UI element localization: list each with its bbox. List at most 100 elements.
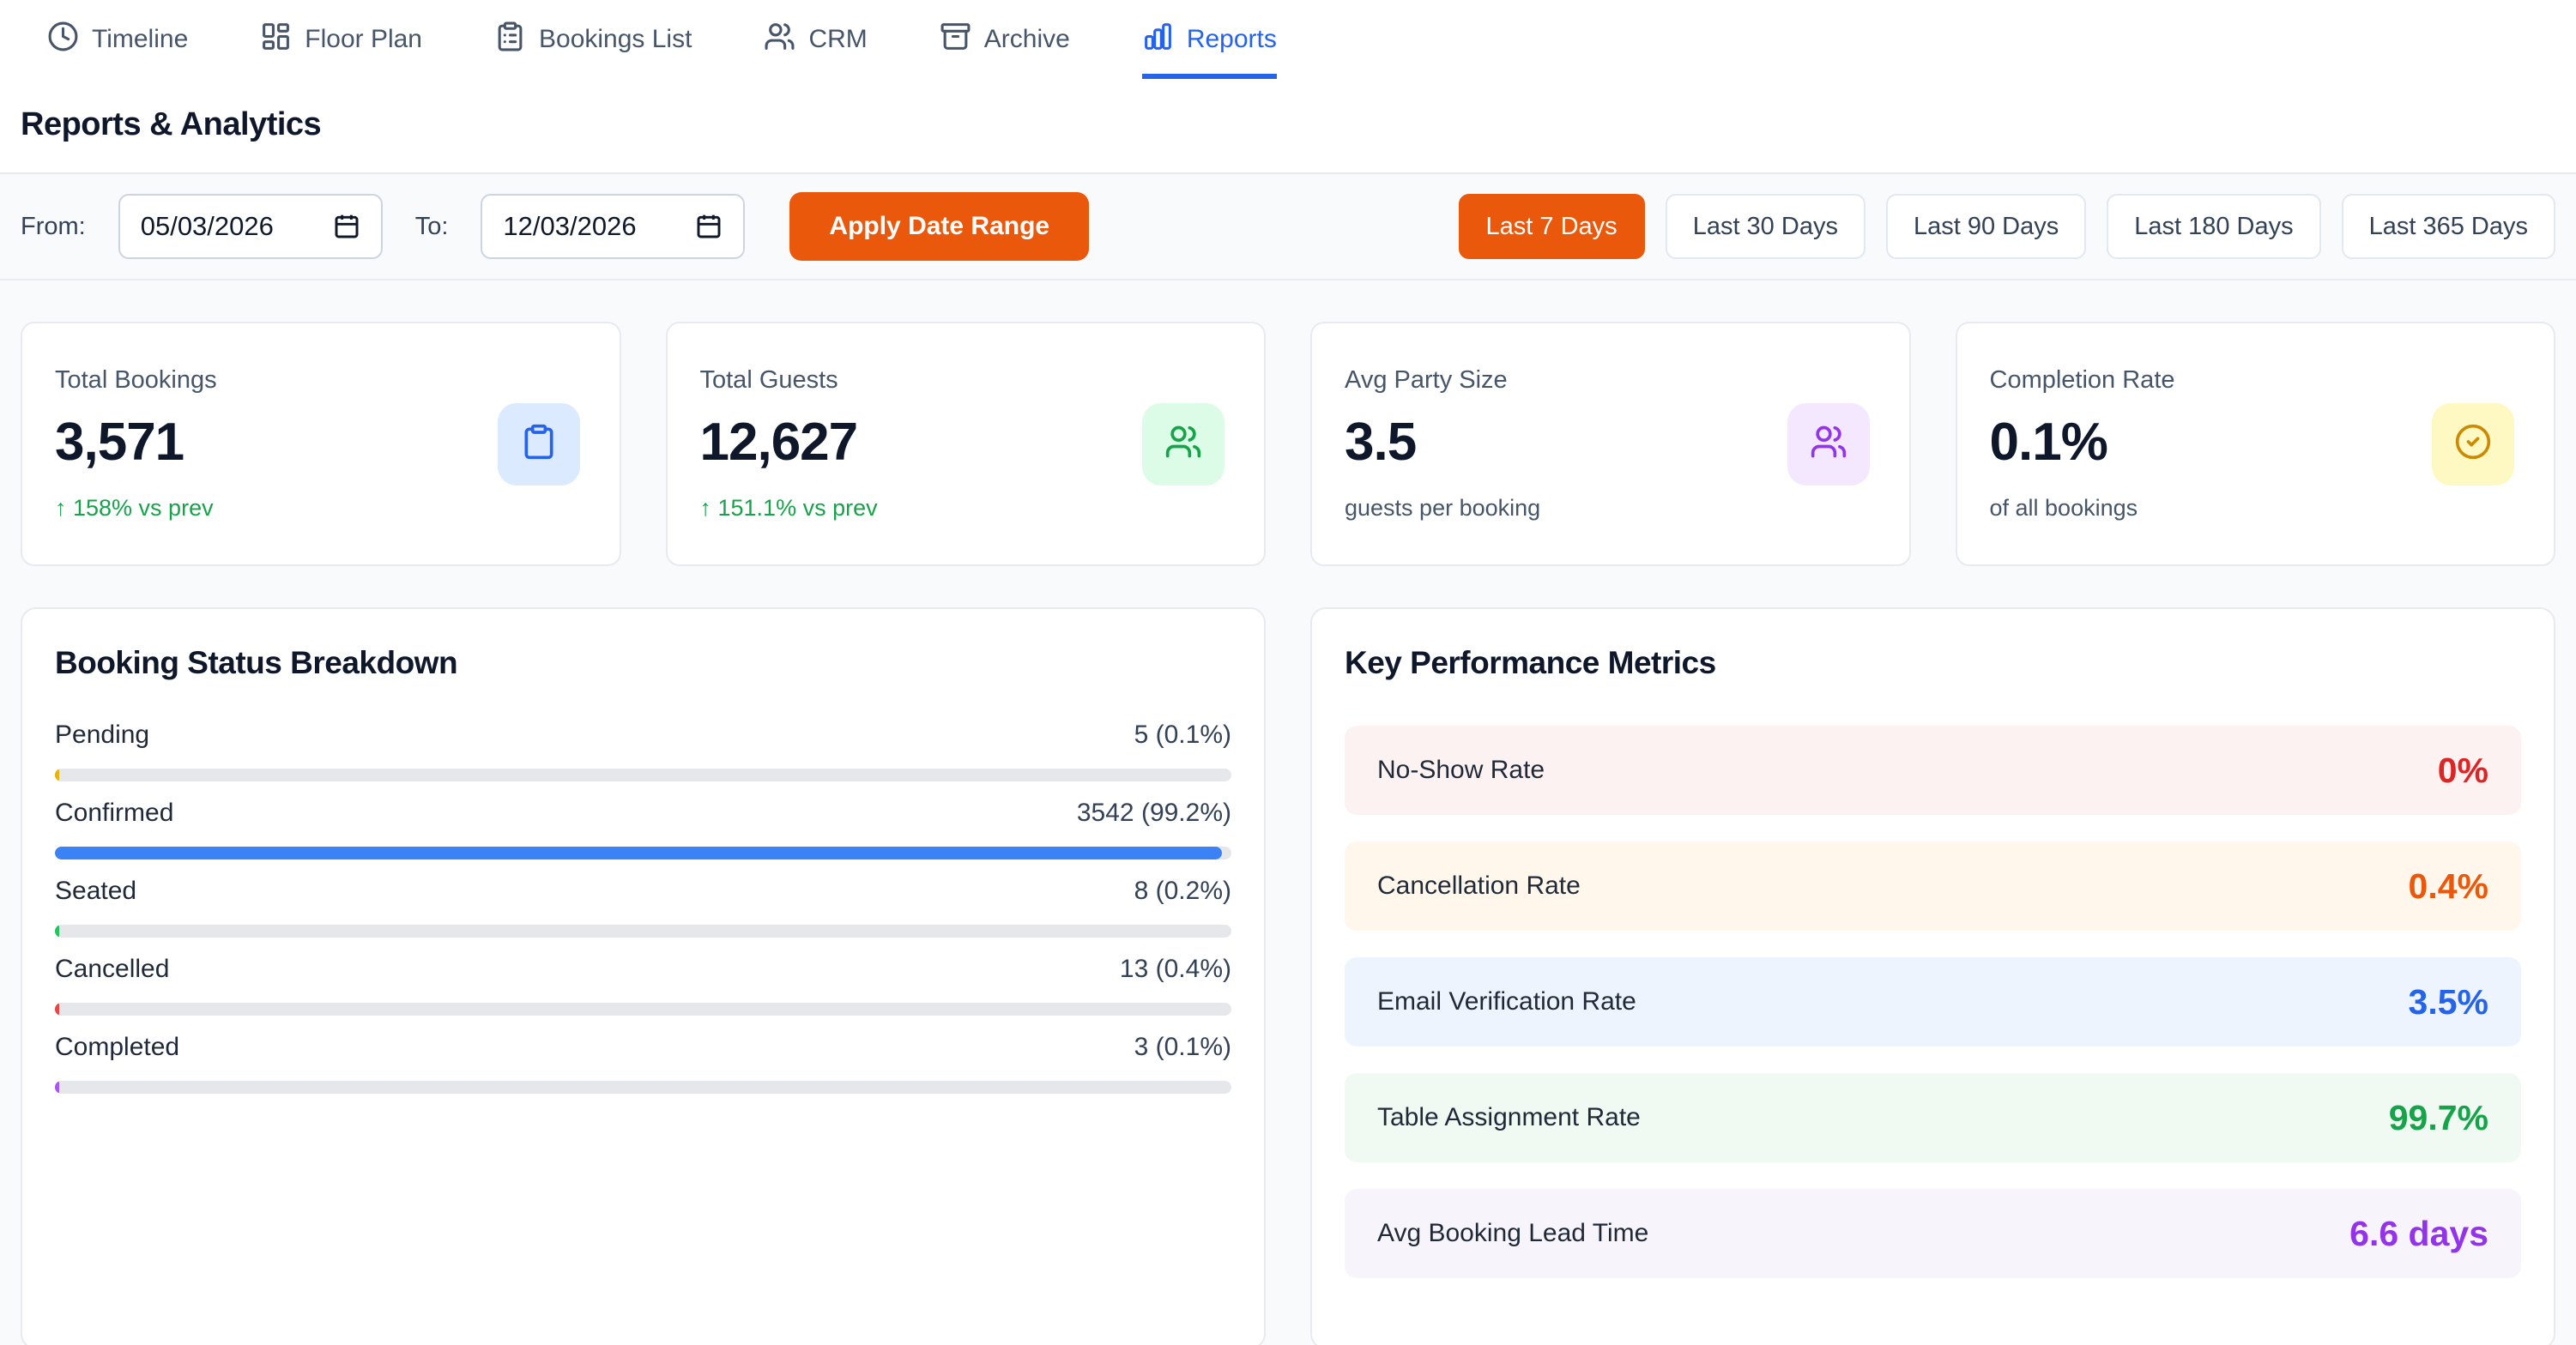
kpi-row-email-verification-rate: Email Verification Rate 3.5%	[1345, 957, 2521, 1046]
status-label: Completed	[55, 1033, 180, 1061]
status-row-seated: Seated 8 (0.2%)	[55, 877, 1231, 938]
stat-title: Total Guests	[699, 366, 838, 394]
status-bar-fill	[55, 1003, 60, 1016]
status-value: 3542 (99.2%)	[1076, 799, 1231, 827]
kpi-value: 3.5%	[2408, 981, 2488, 1022]
status-value: 3 (0.1%)	[1134, 1033, 1231, 1061]
to-label: To:	[414, 212, 449, 240]
range-button-last-30-days[interactable]: Last 30 Days	[1665, 194, 1865, 259]
stat-subtitle: of all bookings	[1989, 495, 2138, 521]
status-value: 8 (0.2%)	[1134, 877, 1231, 905]
tab-timeline[interactable]: Timeline	[47, 0, 188, 79]
stat-title: Avg Party Size	[1345, 366, 1508, 394]
clock-icon	[47, 21, 79, 59]
stat-icon-badge	[497, 402, 580, 486]
kpi-row-avg-booking-lead-time: Avg Booking Lead Time 6.6 days	[1345, 1189, 2521, 1278]
tab-floor-plan[interactable]: Floor Plan	[260, 0, 422, 79]
stat-value: 0.1%	[1989, 413, 2108, 472]
to-date-field[interactable]	[481, 194, 746, 259]
status-value: 5 (0.1%)	[1134, 721, 1231, 749]
status-row-cancelled: Cancelled 13 (0.4%)	[55, 955, 1231, 1016]
status-label: Confirmed	[55, 799, 174, 827]
tab-label: Floor Plan	[305, 25, 422, 53]
kpi-label: Avg Booking Lead Time	[1377, 1219, 1649, 1247]
to-date-input[interactable]	[503, 211, 679, 242]
range-button-last-365-days[interactable]: Last 365 Days	[2341, 194, 2555, 259]
tab-crm[interactable]: CRM	[764, 0, 868, 79]
crm-icon	[764, 21, 795, 59]
kpi-rows: No-Show Rate 0% Cancellation Rate 0.4% E…	[1345, 726, 2521, 1278]
stat-card-completion-rate: Completion Rate 0.1% of all bookings	[1955, 322, 2555, 566]
kpi-row-cancellation-rate: Cancellation Rate 0.4%	[1345, 841, 2521, 931]
range-button-last-7-days[interactable]: Last 7 Days	[1458, 194, 1645, 259]
status-row-confirmed: Confirmed 3542 (99.2%)	[55, 799, 1231, 859]
status-bar-track	[55, 847, 1231, 859]
from-date-input[interactable]	[140, 211, 316, 242]
users-icon	[1810, 423, 1847, 465]
range-button-last-90-days[interactable]: Last 90 Days	[1885, 194, 2087, 259]
status-label: Pending	[55, 721, 150, 749]
tab-reports[interactable]: Reports	[1141, 0, 1277, 79]
status-bar-fill	[55, 1081, 59, 1094]
panel-title: Booking Status Breakdown	[55, 645, 458, 680]
kpi-value: 6.6 days	[2349, 1213, 2488, 1253]
stat-icon-badge	[1142, 402, 1225, 486]
stat-subtitle: guests per booking	[1345, 495, 1541, 521]
stat-title: Completion Rate	[1989, 366, 2175, 394]
panel-key-performance-metrics: Key Performance Metrics No-Show Rate 0% …	[1310, 607, 2555, 1345]
status-bar-fill	[55, 769, 59, 781]
status-bar-track	[55, 1003, 1231, 1016]
status-label: Seated	[55, 877, 137, 905]
page-title: Reports & Analytics	[21, 106, 322, 142]
kpi-row-table-assignment-rate: Table Assignment Rate 99.7%	[1345, 1073, 2521, 1162]
tab-label: Timeline	[92, 25, 189, 53]
stat-icon-badge	[1787, 402, 1870, 486]
floor-plan-icon	[260, 21, 292, 59]
panel-booking-status-breakdown: Booking Status Breakdown Pending 5 (0.1%…	[21, 607, 1266, 1345]
status-bar-track	[55, 1081, 1231, 1094]
status-row-completed: Completed 3 (0.1%)	[55, 1033, 1231, 1094]
calendar-icon[interactable]	[695, 213, 723, 240]
bookings-list-icon	[494, 21, 526, 59]
status-bar-fill	[55, 847, 1223, 859]
from-label: From:	[21, 212, 86, 240]
stat-icon-badge	[2432, 402, 2514, 486]
status-bar-track	[55, 769, 1231, 781]
kpi-label: Email Verification Rate	[1377, 987, 1636, 1016]
kpi-label: Table Assignment Rate	[1377, 1103, 1641, 1131]
status-bar-track	[55, 925, 1231, 938]
stat-card-total-bookings: Total Bookings 3,571 ↑ 158% vs prev	[21, 322, 621, 566]
check-circle-icon	[2454, 423, 2492, 465]
stat-card-avg-party-size: Avg Party Size 3.5 guests per booking	[1310, 322, 1911, 566]
date-filter-bar: From: To: Apply Date Range Last 7 Days L…	[0, 172, 2576, 280]
tab-label: Bookings List	[539, 25, 692, 53]
tab-label: Reports	[1186, 25, 1277, 53]
stat-title: Total Bookings	[55, 366, 217, 394]
status-rows: Pending 5 (0.1%) Confirmed 3542 (99.2%)	[55, 721, 1231, 1094]
stat-value: 12,627	[699, 413, 859, 472]
clipboard-icon	[520, 423, 558, 465]
status-row-pending: Pending 5 (0.1%)	[55, 721, 1231, 781]
status-value: 13 (0.4%)	[1119, 955, 1231, 983]
stat-change: ↑ 151.1% vs prev	[699, 495, 878, 521]
range-button-last-180-days[interactable]: Last 180 Days	[2107, 194, 2321, 259]
quick-range-group: Last 7 Days Last 30 Days Last 90 Days La…	[1458, 194, 2555, 259]
kpi-value: 0.4%	[2408, 866, 2488, 906]
tab-archive[interactable]: Archive	[940, 0, 1070, 79]
kpi-label: No-Show Rate	[1377, 756, 1545, 784]
panels: Booking Status Breakdown Pending 5 (0.1%…	[21, 607, 2555, 1345]
status-bar-fill	[55, 925, 59, 938]
users-icon	[1164, 423, 1202, 465]
kpi-row-no-show-rate: No-Show Rate 0%	[1345, 726, 2521, 815]
main-nav: Timeline Floor Plan Bookings List CRM Ar…	[0, 0, 2576, 79]
from-date-field[interactable]	[118, 194, 383, 259]
tab-bookings-list[interactable]: Bookings List	[494, 0, 692, 79]
stat-value: 3.5	[1345, 413, 1417, 472]
kpi-label: Cancellation Rate	[1377, 872, 1581, 900]
apply-date-range-button[interactable]: Apply Date Range	[789, 192, 1090, 261]
stat-card-total-guests: Total Guests 12,627 ↑ 151.1% vs prev	[665, 322, 1266, 566]
status-label: Cancelled	[55, 955, 170, 983]
calendar-icon[interactable]	[333, 213, 360, 240]
stat-value: 3,571	[55, 413, 184, 472]
